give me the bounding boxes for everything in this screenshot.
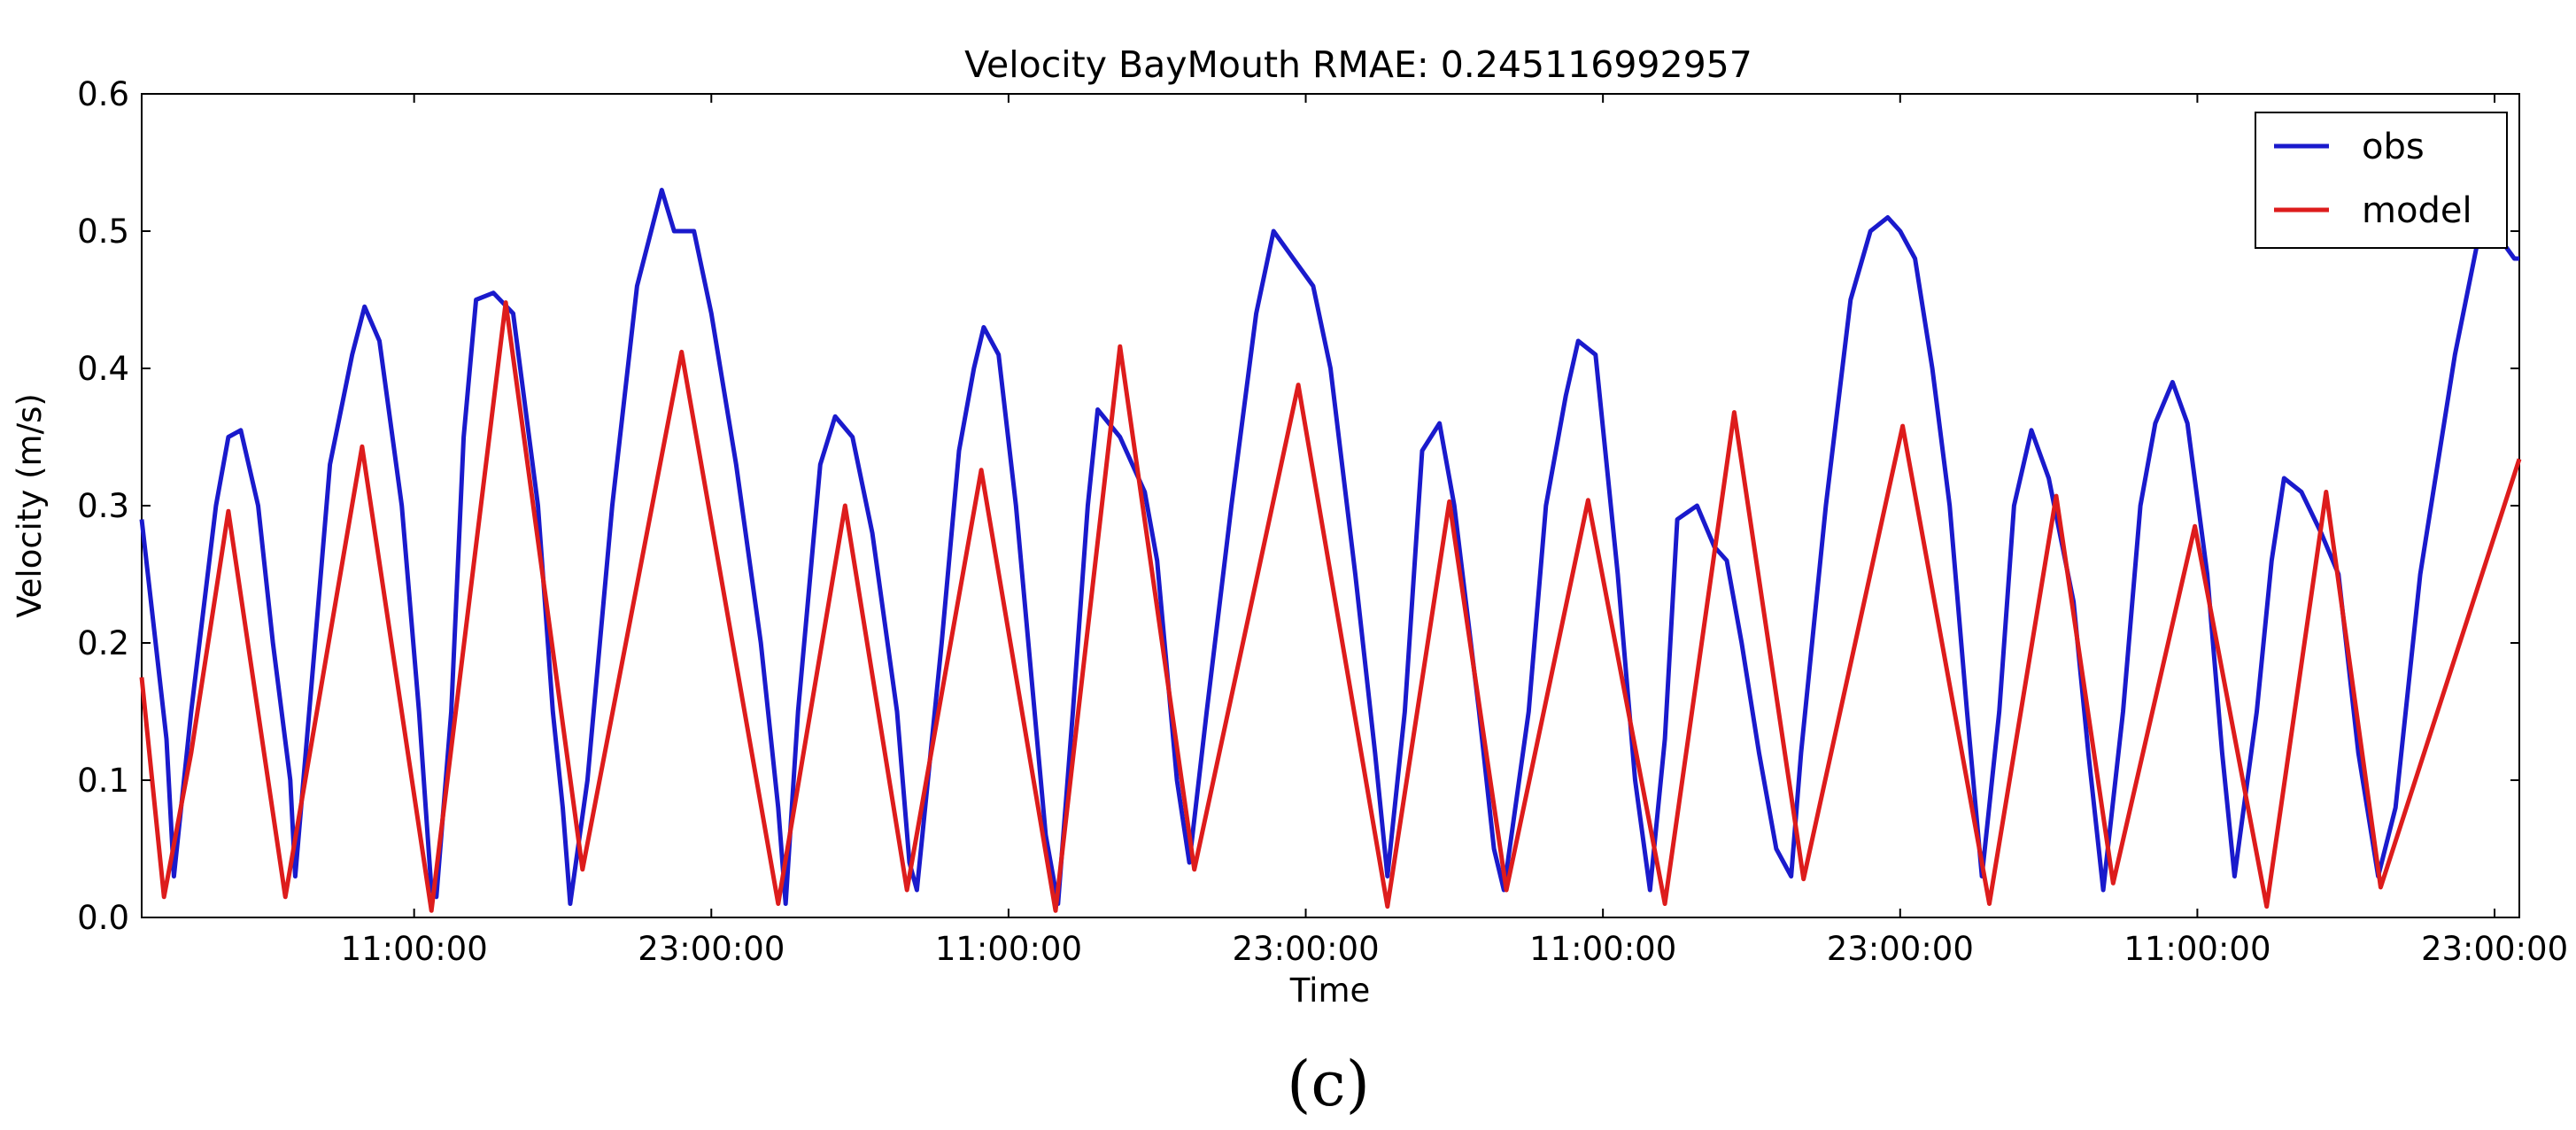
chart-title: Velocity BayMouth RMAE: 0.245116992957: [964, 43, 1752, 86]
legend-label-model: model: [2362, 190, 2472, 231]
y-axis-label: Velocity (m/s): [11, 393, 49, 618]
x-tick-label: 11:00:00: [935, 930, 1082, 968]
legend-frame: [2255, 112, 2508, 249]
y-tick-label: 0.1: [77, 762, 129, 800]
legend: obs model: [2255, 112, 2508, 249]
legend-label-obs: obs: [2362, 127, 2425, 167]
plot-area: 0.00.10.20.30.40.50.6 11:00:00 23:00:00 11…: [77, 75, 2568, 968]
y-tick-label: 0.5: [77, 213, 129, 251]
plot-frame: [141, 93, 2520, 918]
panel-label: (c): [1287, 1048, 1370, 1120]
x-tick-label: 11:00:00: [2123, 930, 2270, 968]
x-tick-label: 23:00:00: [1232, 930, 1379, 968]
series-line-obs: [139, 188, 2519, 906]
y-tick-label: 0.0: [77, 899, 129, 937]
x-tick-label: 23:00:00: [2421, 930, 2568, 968]
x-tick-label: 23:00:00: [1827, 930, 1974, 968]
x-axis-label: Time: [1289, 971, 1371, 1010]
x-tick-label: 11:00:00: [341, 930, 488, 968]
y-tick-label: 0.4: [77, 350, 129, 388]
y-tick-label: 0.2: [77, 624, 129, 662]
x-tick-label: 11:00:00: [1529, 930, 1676, 968]
y-tick-label: 0.3: [77, 487, 129, 525]
y-axis: 0.0 0.1 0.2 0.3 0.4 0.5 0.6: [77, 75, 2519, 937]
x-axis: 11:00:00 23:00:00 11:00:00 23:00:00 11:00:00…: [341, 94, 2568, 968]
series-layer: [139, 188, 2522, 913]
x-tick-label: 23:00:00: [638, 930, 785, 968]
series-line-model: [139, 300, 2522, 913]
y-tick-label: 0.6: [77, 75, 129, 113]
